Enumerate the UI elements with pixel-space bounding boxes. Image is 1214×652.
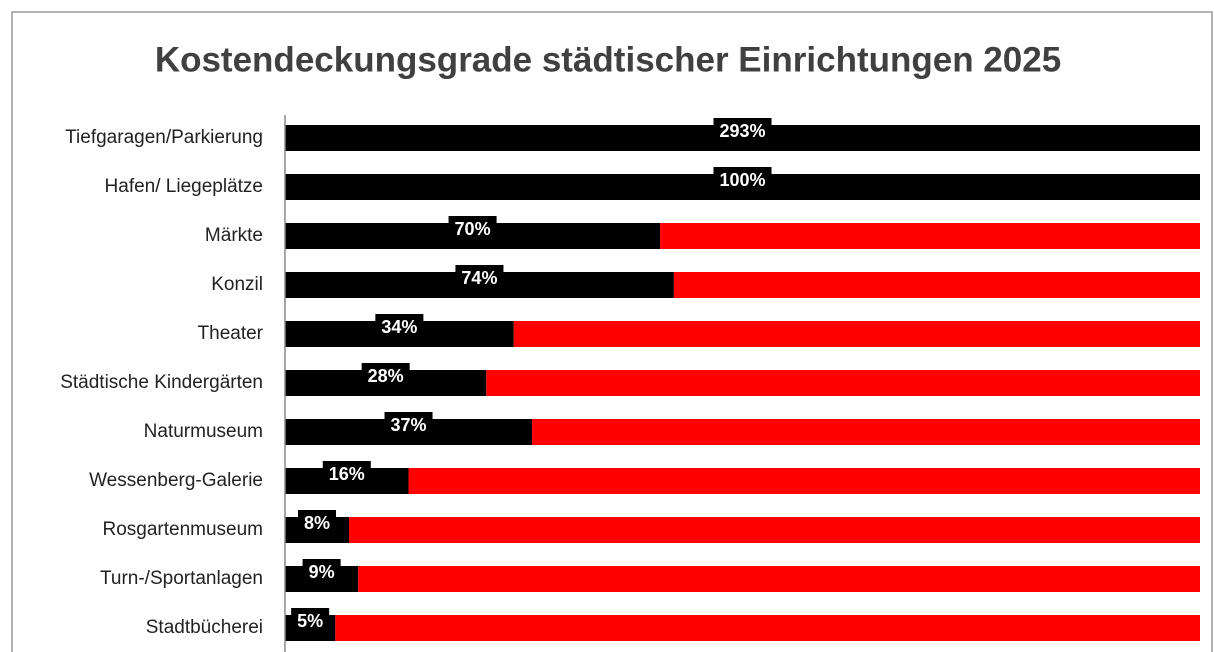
bar-segment [335, 615, 1200, 641]
data-label-box [448, 216, 497, 242]
data-label-box [361, 363, 410, 389]
data-label-box [455, 265, 504, 291]
y-tick-label: Hafen/ Liegeplätze [105, 176, 263, 197]
data-label: 74% [461, 268, 497, 288]
bar-segment [358, 566, 1200, 592]
data-label-box [713, 118, 772, 144]
y-tick-label: Theater [198, 323, 264, 344]
data-label: 293% [719, 121, 765, 141]
y-tick-label: Rosgartenmuseum [102, 519, 263, 540]
y-tick-label: Städtische Kindergärten [60, 372, 263, 393]
data-label: 5% [297, 611, 323, 631]
bar-segment [513, 321, 1200, 347]
y-tick-label: Tiefgaragen/Parkierung [65, 127, 263, 148]
data-label-box [713, 167, 772, 193]
y-tick-label: Turn-/Sportanlagen [100, 568, 263, 589]
data-label-box [291, 608, 330, 634]
data-label: 16% [329, 464, 365, 484]
bar-segment [349, 517, 1200, 543]
y-tick-label: Stadtbücherei [146, 617, 263, 638]
y-tick-label: Konzil [211, 274, 263, 295]
bar-segment [673, 272, 1200, 298]
data-label-box [375, 314, 424, 340]
bar-segment [532, 419, 1200, 445]
data-label: 28% [368, 366, 404, 386]
data-label: 34% [381, 317, 417, 337]
data-label-box [384, 412, 433, 438]
y-tick-label: Wessenberg-Galerie [89, 470, 263, 491]
bar-segment [408, 468, 1200, 494]
bar-segment [486, 370, 1200, 396]
data-label: 100% [719, 170, 765, 190]
y-tick-label: Naturmuseum [144, 421, 263, 442]
bar-segment [660, 223, 1200, 249]
chart-title: Kostendeckungsgrade städtischer Einricht… [155, 40, 1061, 79]
data-label-box [302, 559, 341, 585]
y-tick-label: Märkte [205, 225, 263, 246]
data-label: 70% [455, 219, 491, 239]
data-label: 9% [309, 562, 335, 582]
data-label: 8% [304, 513, 330, 533]
data-label-box [298, 510, 337, 536]
data-label-box [322, 461, 371, 487]
data-label: 37% [391, 415, 427, 435]
